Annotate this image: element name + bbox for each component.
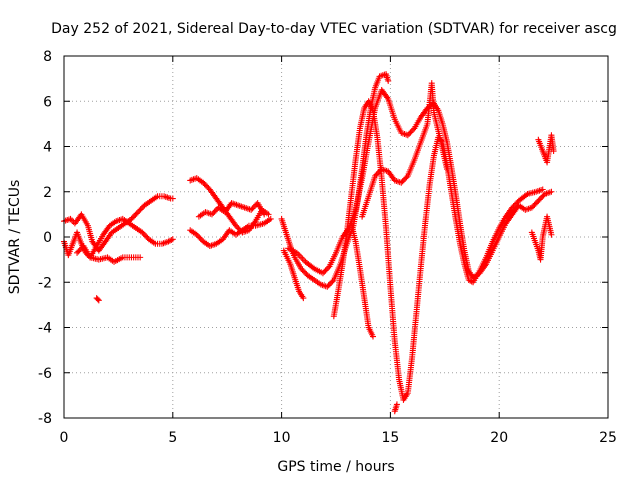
data-point-trace (348, 220, 376, 340)
data-point-trace (391, 401, 400, 415)
x-tick-label: 25 (599, 430, 617, 446)
data-point-trace (195, 200, 268, 220)
y-axis-label: SDTVAR / TECUs (7, 180, 23, 295)
y-tick-label: 8 (43, 49, 52, 65)
data-point-trace (93, 295, 102, 304)
data-point-trace (528, 213, 555, 263)
x-tick-label: 5 (168, 430, 177, 446)
x-axis-label: GPS time / hours (277, 459, 394, 475)
y-tick-label: 6 (43, 94, 52, 110)
x-tick-label: 0 (60, 430, 69, 446)
data-point-trace (74, 243, 144, 265)
chart-title: Day 252 of 2021, Sidereal Day-to-day VTE… (51, 21, 617, 37)
x-tick-label: 10 (273, 430, 291, 446)
y-tick-label: 0 (43, 230, 52, 246)
y-tick-label: -6 (38, 366, 52, 382)
y-tick-label: -4 (38, 321, 52, 337)
y-tick-label: -2 (38, 275, 52, 291)
data-point-trace (330, 98, 546, 403)
data-point-trace (280, 247, 307, 302)
x-tick-label: 20 (490, 430, 508, 446)
axis-ticks: 0 5 10 15 20 25 -8 -6 -4 -2 0 2 4 6 8 (38, 49, 617, 446)
data-point-trace (359, 80, 450, 220)
data-point-trace (535, 132, 557, 166)
y-tick-label: 4 (43, 140, 52, 156)
y-tick-label: 2 (43, 185, 52, 201)
data-marks (61, 71, 557, 415)
x-tick-label: 15 (381, 430, 399, 446)
y-tick-label: -8 (38, 411, 52, 427)
